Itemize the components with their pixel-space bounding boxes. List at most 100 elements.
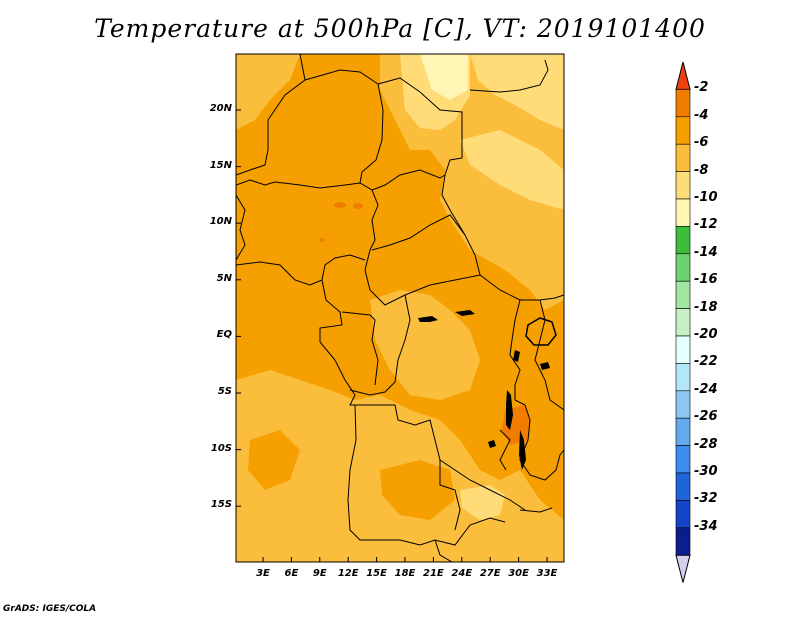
colorbar-swatch [675, 280, 691, 309]
lat-label: 5N [216, 272, 232, 284]
plot-title: Temperature at 500hPa [C], VT: 201910140… [94, 14, 706, 43]
border-line-14 [439, 460, 461, 531]
colorbar-label: -32 [694, 491, 718, 507]
lake-small-1 [540, 362, 550, 370]
lake-malawi [519, 430, 526, 470]
border-line-12 [319, 341, 526, 511]
lat-label: EQ [216, 329, 232, 341]
lon-label: 24E [451, 568, 473, 579]
colorbar-label: -2 [694, 80, 709, 96]
colorbar-top-arrow [675, 61, 691, 90]
colorbar-label: -4 [694, 107, 709, 123]
border-line-9 [319, 279, 343, 342]
lat-label: 10N [209, 216, 232, 228]
temp-contour-coolest-s [460, 485, 505, 520]
colorbar-label: -18 [694, 299, 718, 315]
colorbar-swatch [675, 89, 691, 118]
temp-contour-base-s-patch-2 [380, 460, 455, 520]
lake-victoria [525, 317, 557, 346]
lon-label: 12E [337, 568, 359, 579]
temp-contour-lightest-n [420, 54, 468, 100]
border-line-1 [236, 179, 379, 251]
lat-label: 15S [210, 499, 232, 511]
border-line-5 [371, 169, 446, 191]
lon-axis-ticks [262, 557, 548, 562]
border-line-8 [236, 254, 366, 286]
lat-label: 15N [209, 159, 232, 171]
temp-warm-spot-1 [334, 202, 346, 208]
lat-label: 20N [209, 103, 232, 114]
colorbar-label: -16 [694, 272, 718, 288]
lakes [418, 310, 557, 470]
colorbar-swatch [675, 417, 691, 446]
coastline-west [236, 194, 246, 261]
lon-label: 9E [312, 568, 327, 579]
border-line-16 [509, 299, 521, 400]
lake-tanganyika [506, 390, 513, 430]
border-line-20 [519, 507, 553, 513]
colorbar-swatch [675, 308, 691, 337]
lat-axis-ticks [236, 109, 241, 507]
colorbar-label: -22 [694, 354, 718, 370]
border-line-19 [499, 429, 511, 471]
colorbar-swatch [675, 390, 691, 419]
lon-label: 15E [366, 568, 387, 579]
lon-label: 30E [508, 568, 529, 579]
colorbar-label: -30 [694, 464, 718, 479]
temp-warm-spot-3 [319, 238, 325, 242]
colorbar-label: -8 [694, 162, 709, 178]
colorbar-swatch [675, 198, 691, 227]
colorbar-label: -24 [694, 381, 718, 397]
colorbar-swatch [675, 116, 691, 145]
river-segment-1 [418, 316, 438, 322]
colorbar-bottom-arrow [675, 554, 691, 583]
temp-contour-coolest-e [460, 130, 564, 210]
colorbar-swatch [675, 527, 691, 556]
border-line-15 [434, 539, 453, 562]
river-segment-2 [455, 310, 475, 316]
border-line-2 [236, 54, 306, 176]
colorbar-label: -12 [694, 217, 718, 233]
colorbar-swatch [675, 253, 691, 282]
colorbar-swatch [675, 445, 691, 474]
temp-contour-cool-center [370, 290, 480, 400]
lon-label: 3E [256, 568, 270, 579]
colorbar-swatch [675, 472, 691, 501]
lat-label: 10S [210, 442, 232, 454]
colorbar-label: -28 [694, 436, 718, 452]
lake-kivu [513, 350, 520, 362]
coastline-red-sea [469, 59, 549, 93]
colorbar-label: -26 [694, 409, 718, 425]
border-line-13 [347, 404, 506, 546]
border-line-11 [349, 294, 411, 396]
lon-label: 27E [479, 568, 501, 579]
lon-label: 18E [394, 568, 416, 579]
temp-contour-coolest-ne [470, 54, 564, 130]
temp-warm-spot-2 [353, 203, 363, 209]
colorbar [675, 61, 691, 583]
border-line-10 [341, 311, 379, 386]
lon-label: 33E [536, 568, 558, 579]
colorbar-swatch [675, 226, 691, 255]
colorbar-label: -34 [694, 518, 718, 534]
temperature-field [236, 54, 564, 562]
political-borders [236, 54, 564, 562]
lat-label: 5S [217, 386, 232, 397]
temp-contour-base-s-patch [248, 430, 300, 490]
border-line-6 [371, 214, 466, 251]
map-frame [235, 53, 565, 563]
lake-small-2 [488, 440, 496, 448]
colorbar-swatch [675, 500, 691, 529]
colorbar-label: -6 [694, 135, 709, 151]
colorbar-swatch [675, 363, 691, 392]
colorbar-swatch [675, 335, 691, 364]
border-line-3 [304, 69, 384, 184]
lon-label: 21E [423, 568, 444, 579]
colorbar-swatch [675, 143, 691, 172]
colorbar-label: -20 [694, 327, 718, 342]
colorbar-swatch [675, 171, 691, 200]
grads-credit: GrADS: IGES/COLA [3, 604, 97, 614]
border-line-18 [514, 399, 564, 481]
